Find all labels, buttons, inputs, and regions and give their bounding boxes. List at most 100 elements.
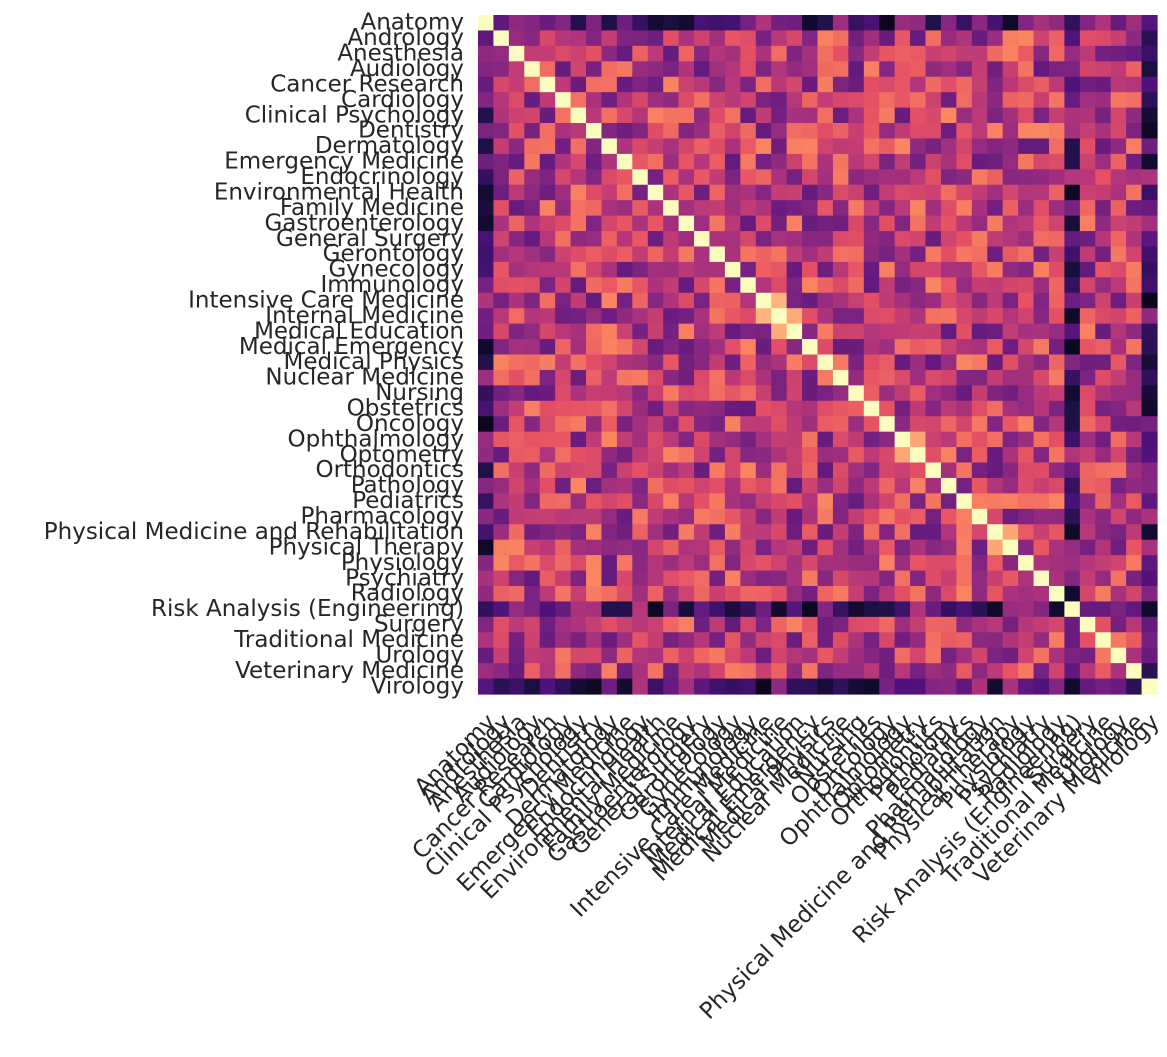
heatmap-cell [940, 570, 957, 587]
heatmap-cell [755, 524, 772, 541]
heatmap-cell [1033, 601, 1050, 618]
heatmap-cell [956, 61, 973, 78]
heatmap-cell [1079, 292, 1096, 309]
heatmap-cell [971, 632, 988, 649]
heatmap-cell [771, 447, 788, 464]
heatmap-cell [1141, 493, 1158, 510]
heatmap-cell [832, 30, 849, 47]
heatmap-cell [1126, 153, 1143, 170]
heatmap-cell [1141, 663, 1158, 680]
heatmap-cell [1002, 416, 1019, 433]
heatmap-cell [802, 616, 819, 633]
heatmap-cell [1079, 385, 1096, 402]
heatmap-cell [802, 76, 819, 93]
heatmap-cell [879, 431, 896, 448]
heatmap-cell [694, 30, 711, 47]
heatmap-cell [848, 246, 865, 263]
heatmap-cell [802, 678, 819, 695]
heatmap-cell [694, 45, 711, 62]
heatmap-cell [1048, 184, 1066, 201]
heatmap-cell [1002, 277, 1019, 294]
heatmap-cell [940, 30, 957, 47]
heatmap-cell [879, 45, 896, 62]
heatmap-cell [925, 477, 942, 494]
heatmap-cell [678, 339, 695, 356]
heatmap-cell [987, 200, 1004, 217]
heatmap-cell [771, 107, 788, 124]
heatmap-cell [601, 61, 618, 78]
heatmap-cell [940, 215, 957, 232]
heatmap-cell [740, 45, 757, 62]
heatmap-cell [555, 184, 572, 201]
heatmap-cell [956, 107, 973, 124]
heatmap-cell [632, 369, 649, 386]
heatmap-cell [971, 231, 988, 248]
heatmap-cell [894, 632, 911, 649]
heatmap-cell [832, 585, 849, 603]
heatmap-cell [1126, 61, 1143, 78]
heatmap-cell [956, 447, 973, 464]
heatmap-cell [570, 308, 587, 325]
heatmap-cell [771, 555, 788, 572]
heatmap-cell [863, 493, 880, 510]
heatmap-cell [1018, 400, 1035, 417]
heatmap-cell [910, 308, 927, 325]
heatmap-cell [709, 400, 726, 417]
heatmap-cell [848, 555, 865, 572]
heatmap-cell [848, 354, 865, 371]
heatmap-cell [1018, 339, 1035, 356]
heatmap-cell [956, 169, 973, 186]
heatmap-cell [586, 663, 603, 680]
heatmap-cell [910, 277, 927, 294]
heatmap-cell [478, 493, 495, 510]
heatmap-cell [987, 76, 1004, 93]
heatmap-cell [678, 92, 695, 109]
heatmap-cell [647, 570, 664, 587]
heatmap-cell [832, 76, 849, 93]
heatmap-cell [555, 45, 572, 62]
heatmap-cell [601, 462, 618, 479]
heatmap-cell [771, 616, 788, 633]
heatmap-cell [817, 601, 834, 618]
heatmap-cell [740, 477, 757, 494]
heatmap-cell [848, 663, 865, 680]
heatmap-cell [740, 107, 757, 124]
heatmap-cell [1064, 308, 1081, 325]
heatmap-cell [910, 169, 927, 186]
heatmap-cell [879, 369, 896, 386]
heatmap-cell [879, 508, 896, 525]
heatmap-cell [786, 462, 803, 479]
heatmap-cell [971, 493, 988, 510]
heatmap-cell [817, 524, 834, 541]
heatmap-cell [879, 246, 896, 263]
heatmap-cell [771, 231, 788, 248]
heatmap-cell [1064, 632, 1081, 649]
heatmap-cell [1126, 261, 1143, 278]
heatmap-cell [1002, 585, 1019, 603]
heatmap-cell [539, 369, 556, 386]
heatmap-cell [1064, 400, 1081, 417]
heatmap-cell [678, 616, 695, 633]
heatmap-cell [524, 15, 541, 32]
heatmap-cell [632, 416, 649, 433]
heatmap-cell [616, 369, 633, 386]
heatmap-cell [632, 277, 649, 294]
heatmap-cell [925, 431, 942, 448]
heatmap-cell [1064, 61, 1081, 78]
heatmap-cell [1048, 539, 1066, 556]
heatmap-cell [940, 76, 957, 93]
heatmap-cell [956, 215, 973, 232]
heatmap-cell [647, 308, 664, 325]
heatmap-cell [524, 169, 541, 186]
heatmap-cell [478, 508, 495, 525]
heatmap-cell [663, 138, 680, 155]
heatmap-cell [832, 616, 849, 633]
heatmap-cell [925, 184, 942, 201]
heatmap-cell [1095, 61, 1112, 78]
heatmap-cell [1048, 200, 1066, 217]
heatmap-cell [478, 200, 495, 217]
heatmap-cell [987, 385, 1004, 402]
heatmap-cell [940, 339, 957, 356]
heatmap-cell [632, 323, 649, 340]
y-tick-label: Pediatrics [352, 488, 464, 514]
